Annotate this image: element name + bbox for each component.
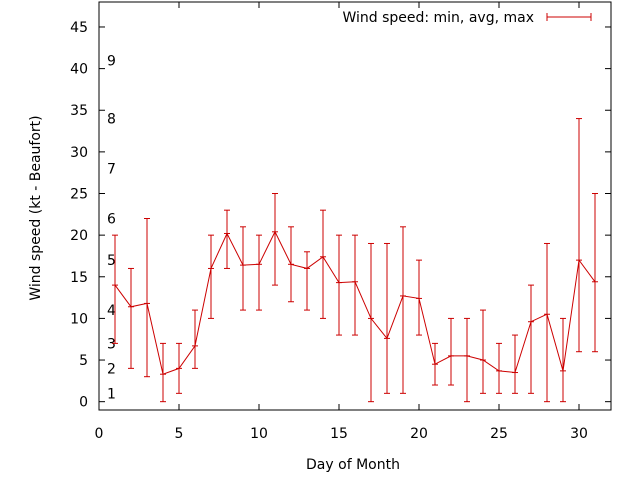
beaufort-label: 2: [107, 361, 116, 377]
x-tick-label: 25: [490, 426, 508, 442]
plot-frame: [98, 1, 612, 411]
error-bars: [112, 118, 598, 403]
y-tick-label: 15: [70, 270, 88, 286]
beaufort-label: 4: [107, 303, 116, 319]
beaufort-label: 8: [107, 112, 116, 128]
beaufort-label: 6: [107, 211, 116, 227]
x-tick-label: 20: [410, 426, 428, 442]
x-tick-label: 15: [330, 426, 348, 442]
x-tick-label: 10: [250, 426, 268, 442]
beaufort-label: 3: [107, 336, 116, 352]
x-axis-label: Day of Month: [306, 457, 400, 473]
legend-label: Wind speed: min, avg, max: [342, 10, 534, 26]
y-tick-label: 20: [70, 228, 88, 244]
beaufort-label: 9: [107, 53, 116, 69]
x-tick-label: 5: [175, 426, 184, 442]
y-tick-label: 10: [70, 311, 88, 327]
avg-series-points: [112, 228, 598, 378]
y-tick-label: 30: [70, 145, 88, 161]
legend: Wind speed: min, avg, max: [342, 10, 592, 26]
beaufort-label: 5: [107, 253, 116, 269]
x-tick-label: 0: [95, 426, 104, 442]
y-axis-label: Wind speed (kt - Beaufort): [28, 115, 44, 300]
x-tick-label: 30: [570, 426, 588, 442]
y-tick-label: 35: [70, 103, 88, 119]
y-tick-label: 40: [70, 62, 88, 78]
y-tick-label: 0: [79, 395, 88, 411]
beaufort-label: 7: [107, 162, 116, 178]
y-tick-label: 5: [79, 353, 88, 369]
beaufort-label: 1: [107, 386, 116, 402]
y-tick-label: 25: [70, 187, 88, 203]
beaufort-scale-labels: 1 2 3 4 5 6 7 8 9: [107, 53, 116, 402]
y-tick-label: 45: [70, 20, 88, 36]
x-axis: 0 5 10 15 20 25 30: [95, 2, 588, 442]
